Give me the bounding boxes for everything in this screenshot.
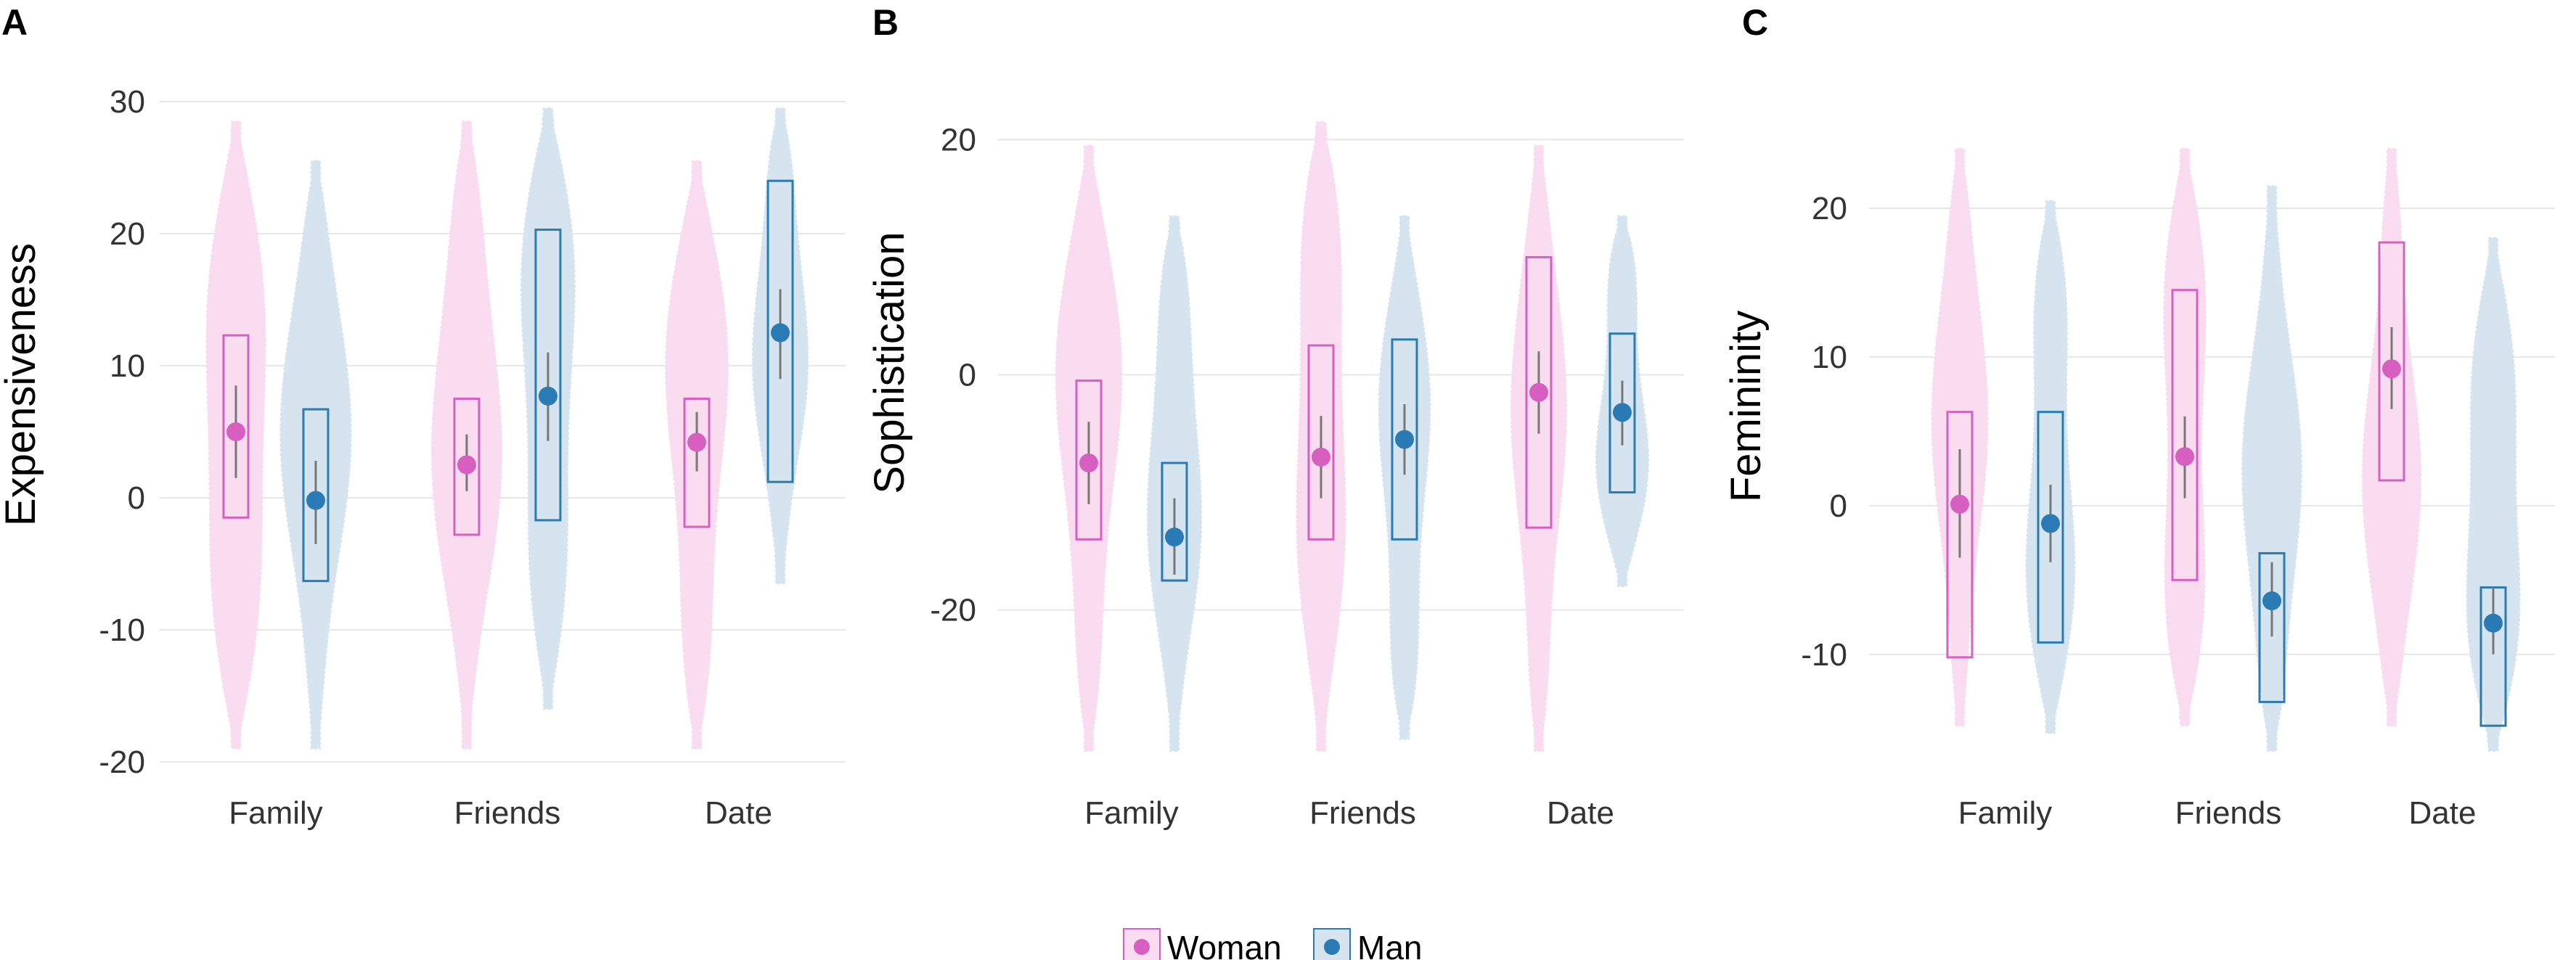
panel-c-mean-point-man <box>2484 613 2503 633</box>
panel-c-mean-point-woman <box>2382 359 2401 379</box>
panel-b-mean-point-man <box>1165 528 1184 547</box>
legend: Woman Man <box>1123 928 1422 960</box>
panel-a-mean-point-woman <box>457 455 476 475</box>
panel-c-box-woman <box>2378 241 2405 482</box>
panel-a-y-tick-label: 20 <box>110 216 145 252</box>
panel-a-y-tick-label: -10 <box>99 612 145 648</box>
panel-a-box-woman <box>222 334 250 519</box>
panel-a-box-woman <box>453 398 481 536</box>
panel-a-mean-point-man <box>306 491 325 510</box>
panel-c: C Femininity 20 10 0 -10 Family Friends Date <box>1722 2 2555 831</box>
legend-label-man: Man <box>1357 929 1422 960</box>
panel-c-mean-point-man <box>2041 514 2060 533</box>
panel-b-y-ticks: 20 0 -20 <box>930 122 976 628</box>
panel-a-x-tick-label: Friends <box>454 795 561 831</box>
panel-a-y-ticks: 30 20 10 0 -10 -20 <box>99 84 145 780</box>
panel-c-box-man <box>2258 551 2286 703</box>
panel-c-y-ticks: 20 10 0 -10 <box>1801 191 1847 673</box>
panel-a-marks <box>205 107 809 750</box>
panel-b-x-tick-label: Family <box>1084 795 1179 831</box>
panel-c-x-tick-label: Friends <box>2175 795 2282 831</box>
panel-a-y-tick-label: 30 <box>110 84 145 120</box>
panel-c-box-woman <box>1946 411 1974 659</box>
panel-b-mean-point-woman <box>1312 447 1330 467</box>
panel-b-box-man <box>1391 338 1418 541</box>
panel-b-mean-point-woman <box>1529 382 1548 402</box>
panel-c-grid <box>1869 207 2555 655</box>
panel-c-box-man <box>2037 411 2064 644</box>
panel-a-box-man <box>534 229 562 522</box>
panel-a-y-axis-title: Expensiveness <box>0 243 44 526</box>
panel-c-y-tick-label: 0 <box>1830 488 1847 524</box>
panel-b-y-axis-title: Sophistication <box>866 231 913 493</box>
panel-b: B Sophistication 20 0 -20 Family Friends Dat… <box>866 2 1684 831</box>
panel-b-box-woman <box>1525 255 1553 529</box>
panel-b-letter: B <box>872 2 899 43</box>
panel-c-x-tick-label: Date <box>2409 795 2477 831</box>
panel-a-mean-point-woman <box>226 422 245 441</box>
panel-a-grid <box>160 101 846 763</box>
panel-a-x-ticks: Family Friends Date <box>229 795 772 831</box>
legend-label-woman: Woman <box>1167 929 1282 960</box>
panel-c-mean-point-woman <box>1950 494 1969 514</box>
panel-a-mean-point-man <box>539 386 557 406</box>
panel-b-y-tick-label: -20 <box>930 593 976 628</box>
panel-b-box-man <box>1608 332 1636 494</box>
panel-b-violin-man <box>1378 215 1431 740</box>
panel-a-y-tick-label: -20 <box>99 744 145 780</box>
panel-b-marks <box>1055 121 1650 752</box>
panel-c-violin-man <box>2241 185 2302 752</box>
panel-a-mean-point-woman <box>687 432 706 452</box>
panel-c-marks <box>1931 148 2521 752</box>
panel-c-y-tick-label: 20 <box>1812 191 1847 226</box>
panel-a-x-tick-label: Family <box>229 795 323 831</box>
panel-c-x-ticks: Family Friends Date <box>1958 795 2477 831</box>
panel-c-violin-woman <box>1931 148 1989 727</box>
panel-a-box-man <box>766 179 794 483</box>
panel-a-y-tick-label: 0 <box>128 480 145 516</box>
panel-b-violin-man <box>1146 215 1203 752</box>
panel-a-box-woman <box>683 398 711 528</box>
panel-b-box-woman <box>1307 344 1335 541</box>
panel-b-box-woman <box>1075 380 1103 541</box>
legend-key-woman <box>1123 928 1161 960</box>
panel-c-letter: C <box>1742 2 1768 43</box>
legend-key-man <box>1313 928 1351 960</box>
panel-c-mean-point-woman <box>2175 447 2194 467</box>
panel-b-y-tick-label: 20 <box>941 122 976 157</box>
panel-b-x-ticks: Family Friends Date <box>1084 795 1614 831</box>
legend-key-man-dot <box>1324 939 1340 955</box>
panel-b-y-tick-label: 0 <box>959 357 976 393</box>
panel-c-violin-woman <box>2361 148 2422 727</box>
panel-c-violin-man <box>2466 237 2521 752</box>
panel-b-x-tick-label: Date <box>1547 795 1614 831</box>
panel-b-box-man <box>1161 461 1188 582</box>
panel-b-mean-point-man <box>1613 403 1632 422</box>
panel-b-x-tick-label: Friends <box>1309 795 1416 831</box>
panel-c-violin-man <box>2025 200 2076 734</box>
panel-a-x-tick-label: Date <box>705 795 772 831</box>
panel-b-mean-point-woman <box>1079 454 1098 473</box>
panel-c-y-axis-title: Femininity <box>1722 311 1770 502</box>
panel-b-mean-point-man <box>1395 430 1414 449</box>
panel-c-y-tick-label: 10 <box>1812 340 1847 375</box>
panel-c-x-tick-label: Family <box>1958 795 2053 831</box>
panel-a-mean-point-man <box>771 323 790 342</box>
panel-a-y-tick-label: 10 <box>110 348 145 384</box>
panel-a: A Expensiveness 30 20 10 0 -10 -20 Family Frie… <box>0 2 846 831</box>
panel-a-letter: A <box>1 2 28 43</box>
panel-c-mean-point-man <box>2262 591 2281 611</box>
panel-b-violin-woman <box>1510 144 1568 752</box>
panel-a-violin-man <box>279 160 352 750</box>
panel-a-box-man <box>302 408 330 583</box>
legend-key-woman-dot <box>1134 939 1150 955</box>
panel-c-y-tick-label: -10 <box>1801 637 1847 673</box>
panel-c-box-woman <box>2171 289 2199 581</box>
